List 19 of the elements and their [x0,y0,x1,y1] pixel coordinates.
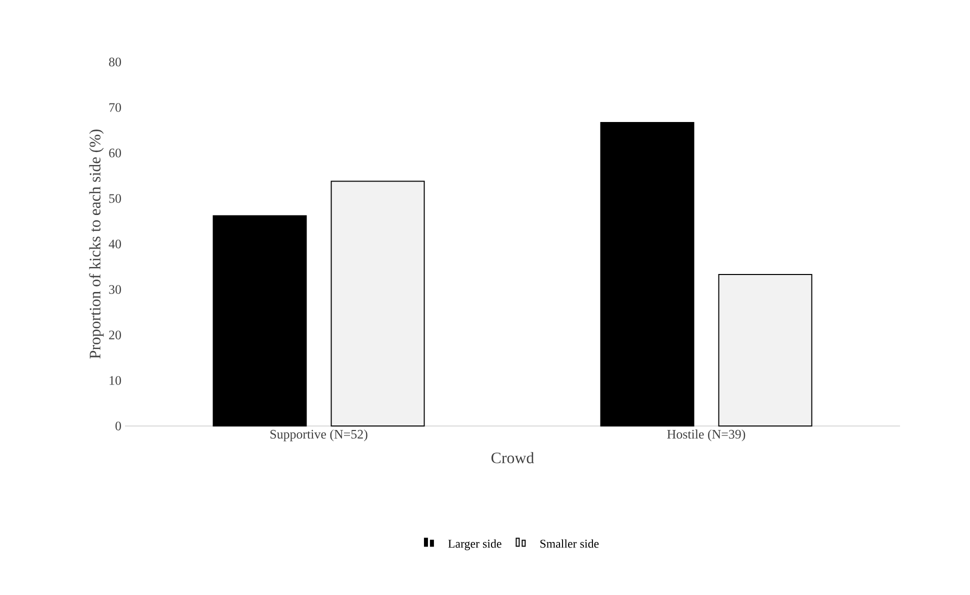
y-axis-title: Proportion of kicks to each side (%) [89,130,104,359]
legend-label: Larger side [448,539,502,550]
y-tick-label: 80 [109,58,121,66]
legend-label: Smaller side [540,539,599,548]
bar [212,215,307,426]
bar [718,274,812,426]
y-tick-label: 20 [109,330,121,340]
y-tick-label: 40 [108,240,121,248]
y-tick-label: 30 [109,285,121,294]
y-tick-label: 10 [110,376,121,385]
x-axis-title: Crowd [491,452,534,464]
y-tick-label: 60 [109,148,121,158]
bar [600,122,694,426]
x-tick-label: Hostile (N=39) [667,430,746,442]
y-tick-label: 0 [116,422,121,430]
y-tick-label: 70 [109,103,121,112]
bar [330,180,425,426]
x-tick-label: Supportive (N=52) [270,430,368,442]
y-tick-label: 50 [109,194,121,203]
